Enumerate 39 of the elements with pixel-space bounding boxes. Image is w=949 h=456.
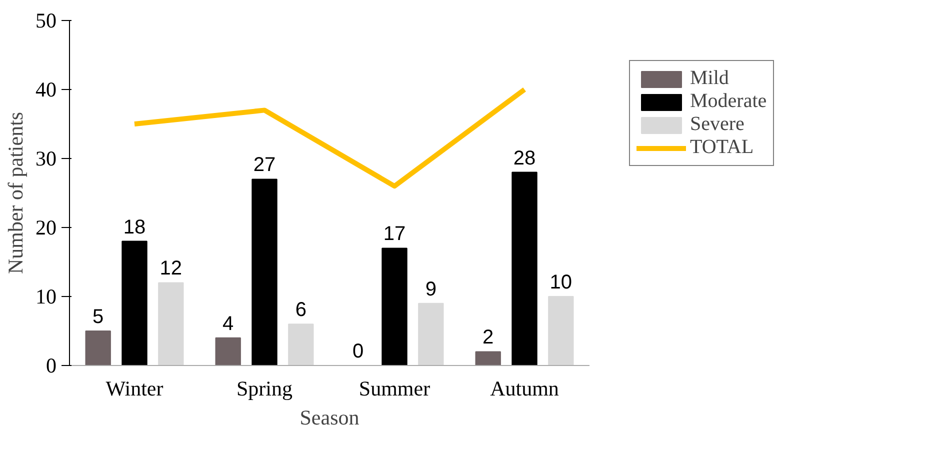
data-label: 5: [92, 306, 104, 328]
legend-label: Mild: [690, 67, 729, 90]
bar: [215, 337, 241, 366]
legend-label: Moderate: [690, 90, 767, 113]
x-tick-label: Winter: [106, 376, 164, 400]
bar: [158, 282, 184, 366]
x-tick-label: Spring: [236, 376, 294, 400]
y-tick-label: 0: [46, 354, 56, 378]
y-tick-label: 20: [36, 216, 56, 240]
x-tick-label: Autumn: [490, 376, 560, 400]
bar: [512, 172, 538, 366]
data-label: 10: [550, 272, 572, 294]
data-label: 17: [383, 223, 406, 246]
x-axis-title: Season: [300, 406, 360, 430]
bar: [548, 296, 574, 366]
data-label: 2: [482, 326, 494, 349]
bar: [122, 240, 148, 366]
y-tick-label: 50: [36, 8, 56, 32]
y-tick-label: 40: [36, 78, 56, 102]
bar: [475, 351, 501, 366]
data-label: 28: [513, 147, 536, 170]
x-tick-label: Summer: [358, 376, 430, 400]
y-tick-label: 30: [36, 146, 56, 170]
bar: [288, 324, 314, 366]
y-tick-label: 10: [36, 284, 56, 308]
data-label: 9: [425, 278, 436, 300]
bar: [85, 330, 111, 366]
legend-label: Severe: [690, 113, 744, 136]
bar: [418, 302, 444, 366]
legend-label: TOTAL: [690, 136, 754, 159]
data-label: 18: [123, 216, 146, 238]
data-label: 6: [295, 299, 306, 322]
data-label: 27: [253, 154, 276, 176]
data-label: 12: [160, 258, 182, 280]
data-label: 0: [352, 340, 364, 362]
bar: [382, 248, 408, 366]
bar: [252, 178, 278, 366]
y-axis-title: Number of patients: [4, 112, 28, 274]
data-label: 4: [222, 312, 234, 335]
